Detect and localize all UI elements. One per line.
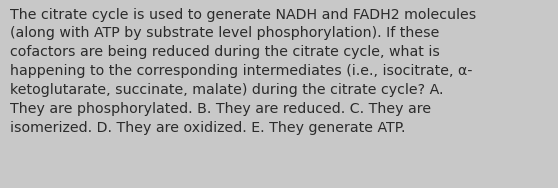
Text: The citrate cycle is used to generate NADH and FADH2 molecules
(along with ATP b: The citrate cycle is used to generate NA… [10, 8, 477, 135]
